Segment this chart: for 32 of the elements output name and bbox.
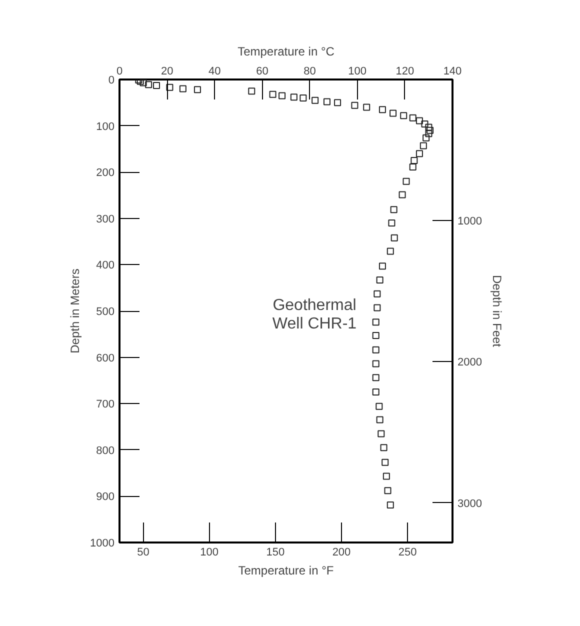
x-tick-label: 150	[266, 546, 285, 558]
x2-tick-label: 80	[304, 66, 316, 78]
y-tick-label: 600	[96, 352, 115, 364]
y-axis-title: Depth in Meters	[68, 268, 82, 354]
y-tick-label: 700	[96, 398, 115, 411]
y-tick-label: 900	[96, 491, 115, 504]
y-tick-label: 500	[96, 306, 115, 318]
y-tick-label: 200	[96, 167, 115, 180]
x-axis-title: Temperature in °F	[238, 564, 334, 578]
y2-tick-label: 3000	[458, 498, 482, 510]
x-tick-label: 200	[332, 546, 351, 558]
x2-tick-label: 120	[396, 66, 414, 78]
x2-tick-label: 40	[208, 66, 221, 78]
y-tick-label: 400	[96, 260, 115, 272]
y-tick-label: 1000	[90, 538, 115, 550]
x2-tick-label: 60	[256, 66, 268, 78]
y2-axis-title: Depth in Feet	[490, 274, 504, 348]
x2-axis-title: Temperature in °C	[238, 44, 335, 58]
y2-tick-label: 1000	[458, 216, 482, 228]
y-tick-label: 100	[96, 120, 115, 133]
y2-tick-label: 2000	[458, 356, 482, 369]
x2-tick-label: 20	[160, 66, 174, 78]
x-tick-label: 100	[200, 546, 219, 558]
y-tick-label: 800	[96, 444, 115, 457]
annotation: Geothermal Well CHR-1	[272, 296, 357, 332]
y-tick-label: 300	[96, 213, 115, 226]
x2-tick-label: 100	[348, 66, 367, 78]
x-tick-label: 50	[137, 546, 150, 558]
y-tick-label: 0	[108, 74, 115, 86]
x2-tick-label: 0	[116, 66, 123, 78]
x-tick-label: 250	[398, 546, 417, 558]
x2-tick-label: 140	[443, 66, 462, 78]
